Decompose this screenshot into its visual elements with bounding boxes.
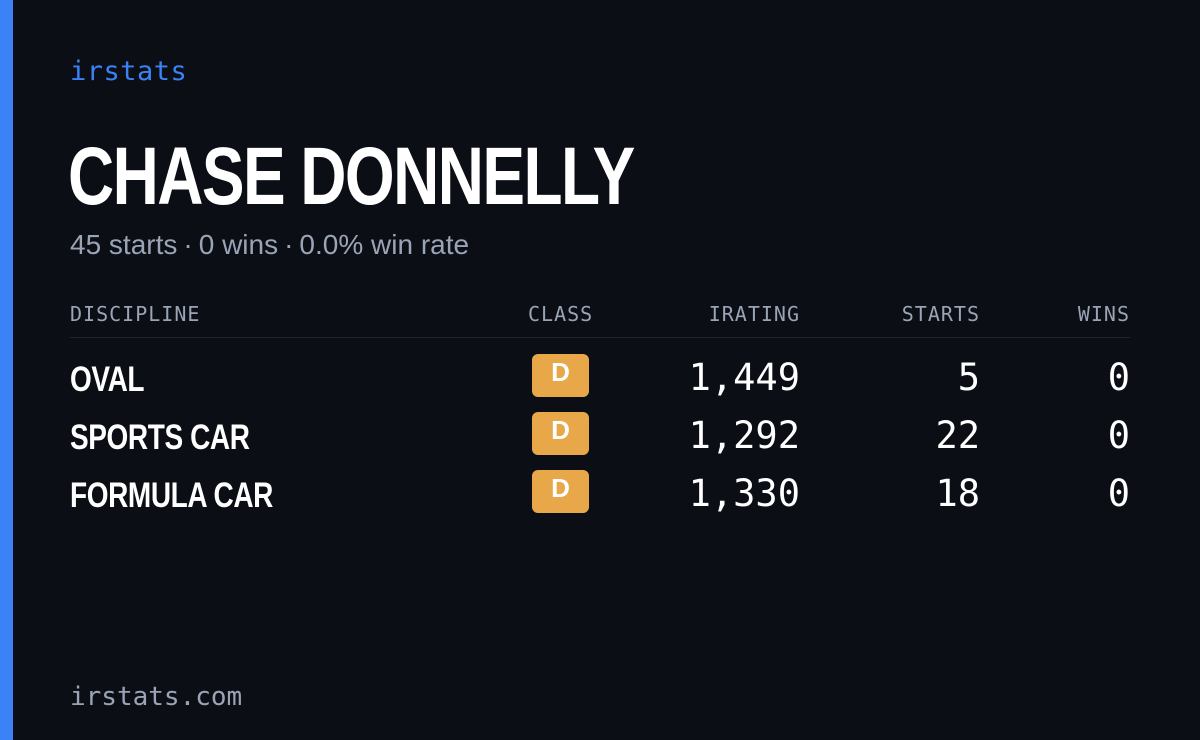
header-starts: STARTS: [901, 302, 980, 326]
header-irating: IRATING: [708, 302, 800, 326]
row-starts: 18: [935, 472, 980, 515]
class-badge: D: [532, 412, 589, 455]
footer-url[interactable]: irstats.com: [70, 682, 243, 712]
row-discipline: FORMULA CAR: [70, 476, 273, 515]
row-discipline: OVAL: [70, 360, 145, 399]
summary-wins: 0 wins: [198, 229, 279, 260]
header-class: CLASS: [528, 302, 594, 326]
row-starts: 22: [935, 414, 980, 457]
row-irating: 1,292: [688, 414, 800, 457]
row-starts: 5: [957, 356, 980, 399]
class-badge: D: [532, 354, 589, 397]
summary-starts: 45 starts: [70, 229, 178, 260]
brand-logo[interactable]: irstats: [70, 56, 188, 87]
table-row: OVAL D 1,449 5 0: [70, 354, 1130, 404]
row-wins: 0: [1107, 414, 1130, 457]
table-row: SPORTS CAR D 1,292 22 0: [70, 412, 1130, 462]
driver-name: CHASE DONNELLY: [68, 131, 635, 222]
row-wins: 0: [1107, 356, 1130, 399]
header-discipline: DISCIPLINE: [70, 302, 201, 326]
summary-separator: ·: [183, 229, 193, 260]
stats-table-header: DISCIPLINE CLASS IRATING STARTS WINS: [70, 300, 1130, 338]
summary-separator: ·: [284, 229, 294, 260]
accent-bar: [0, 0, 13, 740]
row-discipline: SPORTS CAR: [70, 418, 250, 457]
table-row: FORMULA CAR D 1,330 18 0: [70, 470, 1130, 520]
header-wins: WINS: [1077, 302, 1130, 326]
driver-summary: 45 starts · 0 wins · 0.0% win rate: [70, 229, 469, 261]
row-irating: 1,330: [688, 472, 800, 515]
row-wins: 0: [1107, 472, 1130, 515]
class-badge: D: [532, 470, 589, 513]
summary-win-rate: 0.0% win rate: [299, 229, 470, 260]
row-irating: 1,449: [688, 356, 800, 399]
